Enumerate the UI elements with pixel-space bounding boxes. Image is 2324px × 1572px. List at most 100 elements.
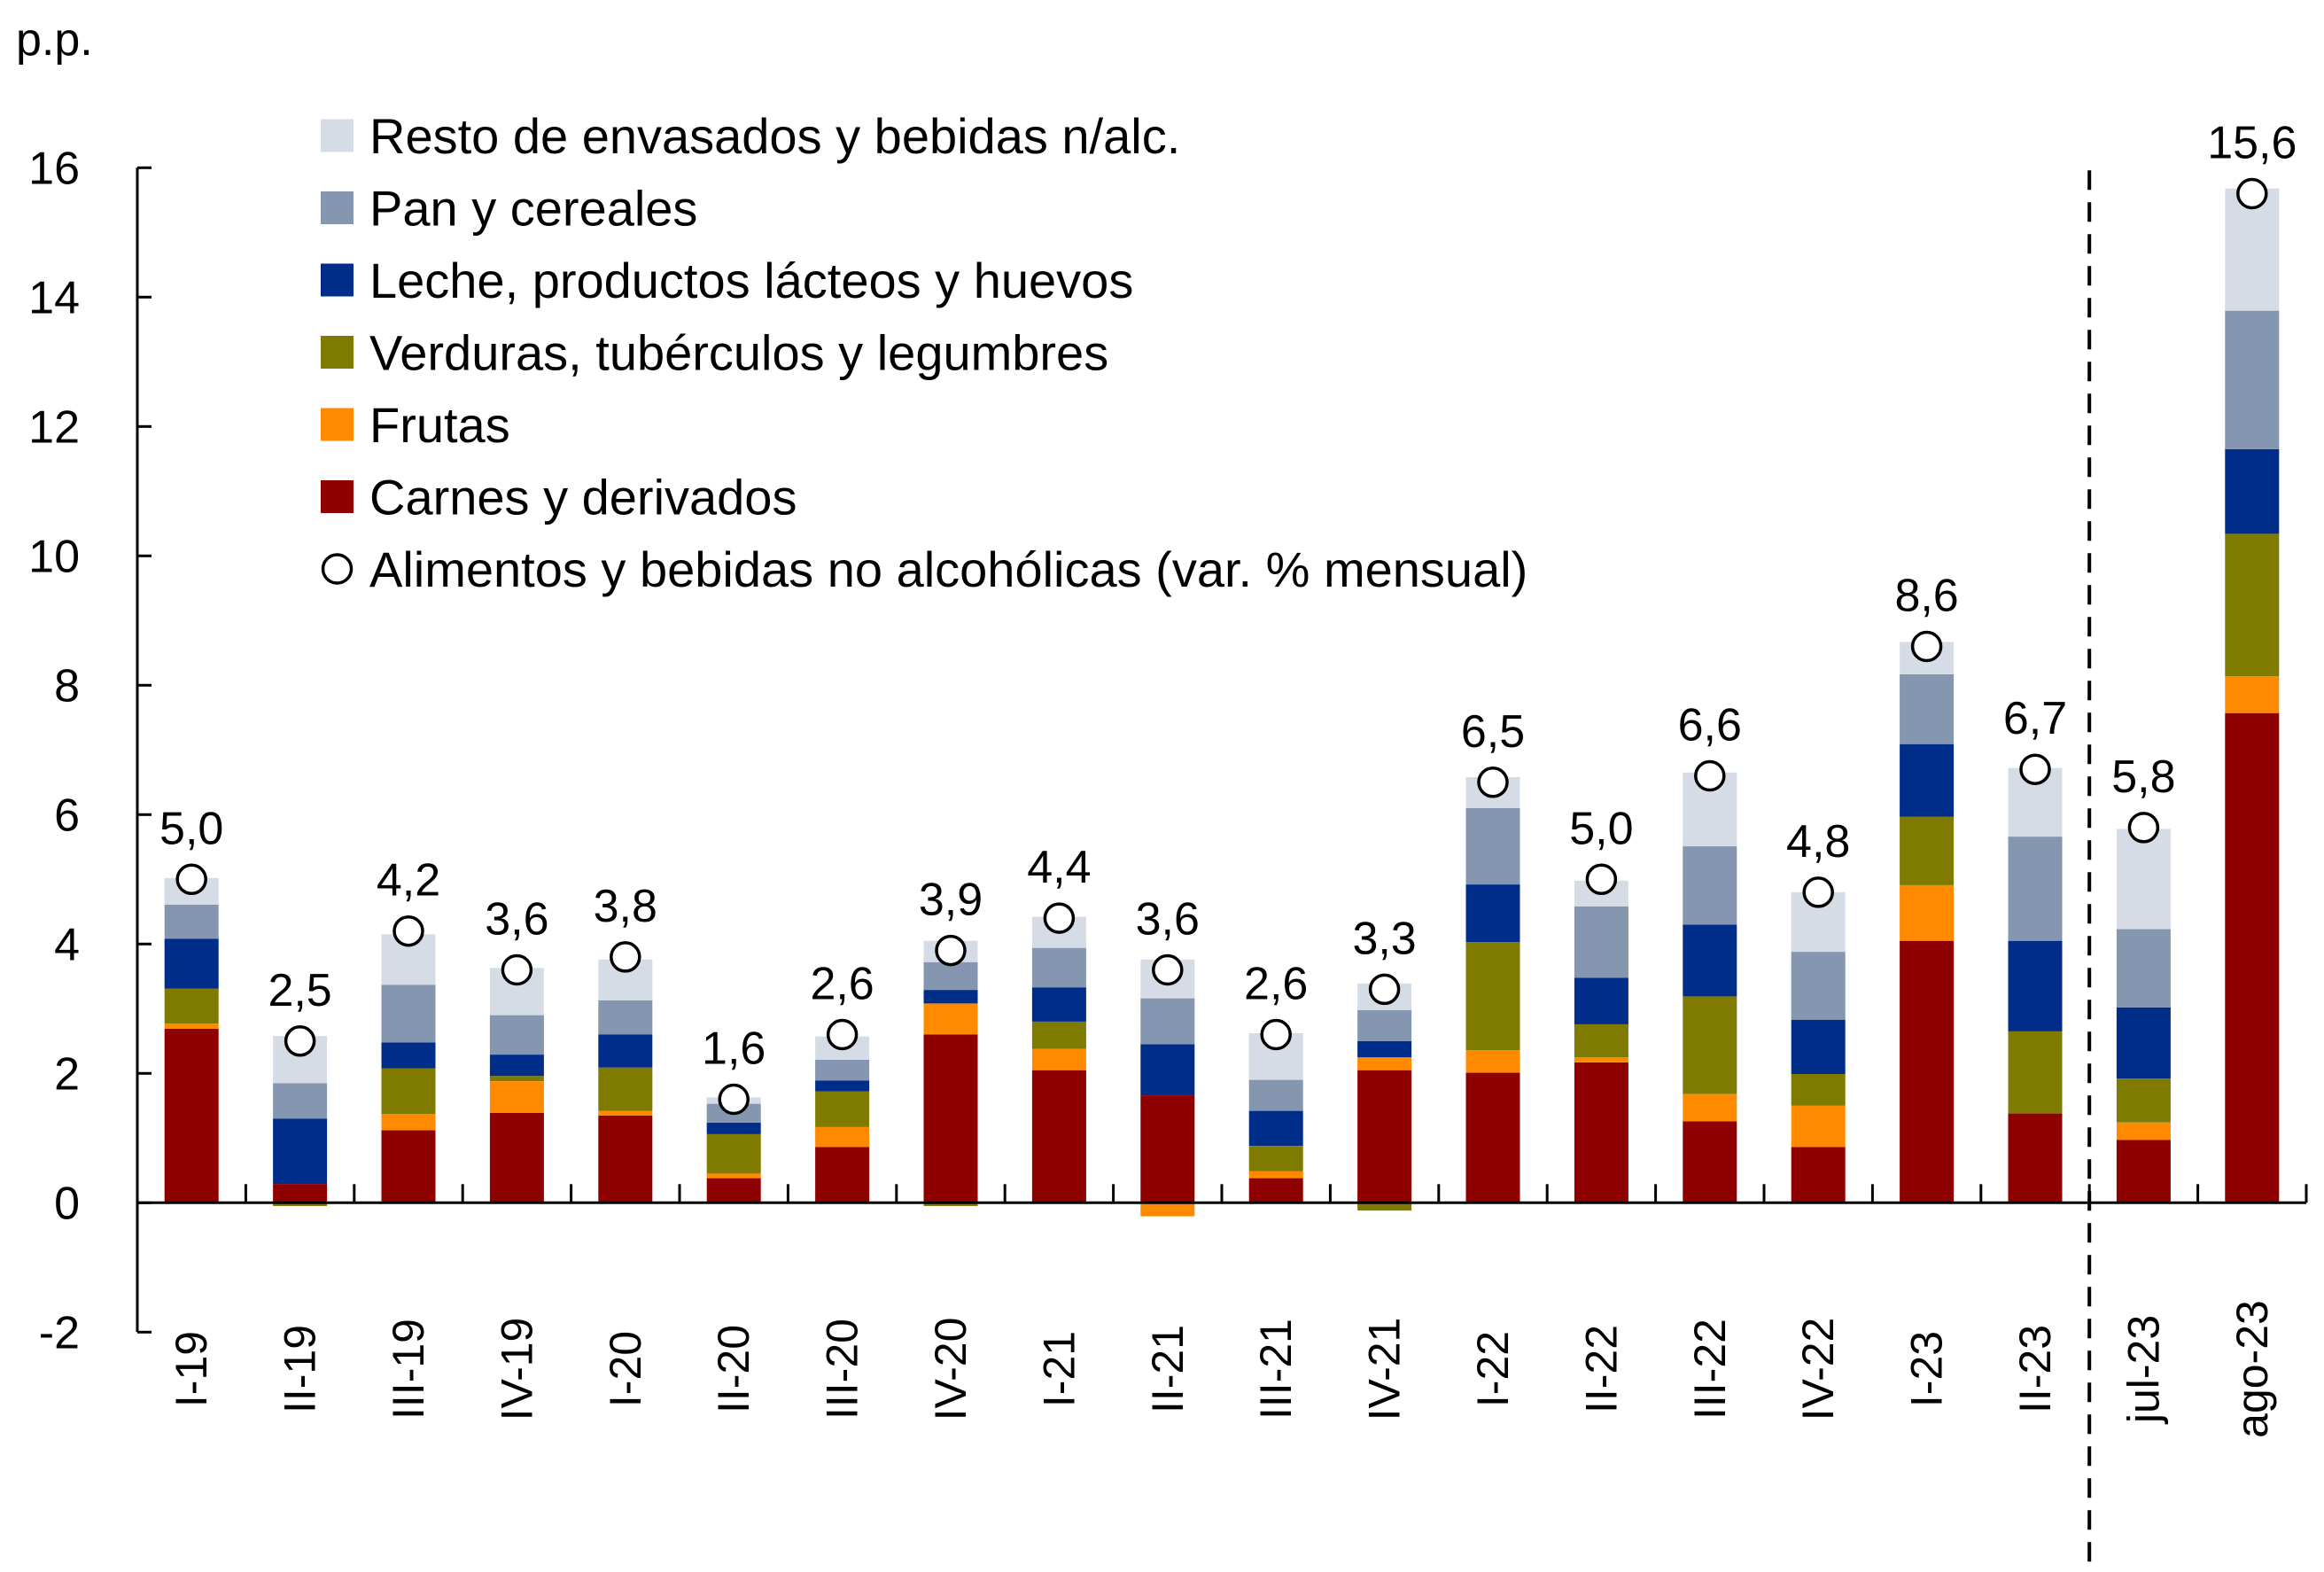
total-value-label: 2,6 bbox=[810, 959, 874, 1010]
x-category-label: I-20 bbox=[601, 1331, 650, 1407]
bar-segment-IV-21-s0 bbox=[1357, 1070, 1412, 1203]
total-marker bbox=[1910, 630, 1943, 663]
total-marker bbox=[1694, 759, 1726, 792]
bar-segment-II-22-s0 bbox=[1574, 1062, 1628, 1203]
x-category-label: I-21 bbox=[1034, 1331, 1084, 1407]
bar-segment-II-23-s4 bbox=[2008, 837, 2063, 941]
bar-segment-III-21-s1 bbox=[1248, 1171, 1303, 1179]
bar-segment-I-23-s4 bbox=[1900, 673, 1955, 744]
x-category-label: III-21 bbox=[1251, 1319, 1301, 1420]
bar-segment-III-21-s0 bbox=[1248, 1178, 1303, 1203]
total-value-label: 2,5 bbox=[268, 965, 331, 1016]
x-category-label: III-20 bbox=[818, 1319, 867, 1420]
bar-segment-I-22-s2 bbox=[1465, 942, 1520, 1050]
legend-swatch bbox=[321, 191, 354, 224]
bar-segment-II-19-s2 bbox=[273, 1202, 328, 1206]
y-tick-label: 16 bbox=[28, 143, 80, 194]
bar-segment-IV-21-s1 bbox=[1357, 1057, 1412, 1070]
y-tick-label: 4 bbox=[54, 919, 80, 970]
x-category-label: IV-22 bbox=[1793, 1318, 1843, 1421]
total-marker bbox=[175, 863, 207, 896]
bar-segment-jul-23-s3 bbox=[2116, 1007, 2171, 1079]
bar-segment-I-21-s0 bbox=[1031, 1070, 1086, 1203]
x-category-label: II-23 bbox=[2010, 1325, 2060, 1413]
y-tick-label: -2 bbox=[39, 1307, 80, 1358]
legend-swatch bbox=[321, 408, 354, 441]
bar-segment-II-20-s1 bbox=[706, 1173, 761, 1179]
total-value-label: 4,2 bbox=[377, 855, 440, 907]
x-category-label: I-23 bbox=[1902, 1331, 1952, 1407]
bar-segment-II-22-s2 bbox=[1574, 1023, 1628, 1057]
y-tick-label: 0 bbox=[54, 1178, 80, 1229]
bar-segment-I-23-s1 bbox=[1900, 884, 1955, 941]
bar-segment-I-20-s3 bbox=[598, 1034, 653, 1068]
legend-label: Verduras, tubérculos y legumbres bbox=[369, 325, 1108, 381]
legend-label: Carnes y derivados bbox=[369, 470, 797, 525]
x-category-label: I-22 bbox=[1468, 1331, 1518, 1407]
bar-segment-II-23-s0 bbox=[2008, 1113, 2063, 1203]
bar-segment-II-20-s2 bbox=[706, 1133, 761, 1174]
total-value-label: 6,6 bbox=[1678, 700, 1742, 751]
total-marker bbox=[393, 914, 424, 947]
total-marker bbox=[1260, 1018, 1292, 1051]
bar-segment-I-20-s2 bbox=[598, 1067, 653, 1111]
total-marker bbox=[1043, 902, 1076, 934]
bar-segment-II-21-s0 bbox=[1140, 1095, 1195, 1203]
total-marker bbox=[718, 1083, 750, 1116]
total-value-label: 3,3 bbox=[1352, 913, 1416, 964]
bar-segment-II-20-s0 bbox=[706, 1178, 761, 1203]
total-value-label: 6,5 bbox=[1461, 706, 1525, 758]
bar-segment-I-19-s1 bbox=[164, 1023, 219, 1029]
bar-segment-II-19-s4 bbox=[273, 1083, 328, 1119]
bar-segment-III-20-s3 bbox=[815, 1080, 870, 1092]
bar-segment-III-22-s3 bbox=[1683, 924, 1737, 997]
bar-segment-I-21-s1 bbox=[1031, 1048, 1086, 1070]
bar-segment-ago-23-s0 bbox=[2225, 712, 2280, 1203]
bar-segment-IV-21-s4 bbox=[1357, 1009, 1412, 1041]
bar-segment-jul-23-s4 bbox=[2116, 929, 2171, 1008]
total-marker bbox=[2236, 177, 2268, 210]
total-value-label: 3,9 bbox=[919, 875, 983, 926]
x-category-label: II-20 bbox=[709, 1325, 758, 1413]
legend-circle-marker bbox=[321, 553, 354, 585]
bar-segment-jul-23-s0 bbox=[2116, 1140, 2171, 1203]
bar-segment-III-21-s4 bbox=[1248, 1079, 1303, 1111]
bar-segment-II-22-s1 bbox=[1574, 1057, 1628, 1062]
x-category-label: III-19 bbox=[384, 1319, 433, 1420]
bar-segment-I-23-s0 bbox=[1900, 940, 1955, 1203]
bar-segment-I-22-s4 bbox=[1465, 808, 1520, 885]
bar-segment-jul-23-s1 bbox=[2116, 1122, 2171, 1140]
total-value-label: 3,8 bbox=[594, 881, 657, 932]
x-category-label: IV-19 bbox=[492, 1318, 541, 1421]
bar-segment-III-20-s2 bbox=[815, 1091, 870, 1127]
legend-swatch bbox=[321, 263, 354, 297]
bar-segment-II-21-s1 bbox=[1140, 1202, 1195, 1217]
total-marker bbox=[2127, 812, 2160, 844]
bar-segment-I-21-s2 bbox=[1031, 1021, 1086, 1049]
total-value-label: 4,4 bbox=[1027, 842, 1091, 893]
bar-segment-II-20-s3 bbox=[706, 1122, 761, 1134]
bar-segment-II-22-s4 bbox=[1574, 907, 1628, 978]
y-tick-label: 6 bbox=[54, 790, 80, 841]
total-value-label: 5,8 bbox=[2111, 751, 2175, 803]
bar-segment-III-19-s0 bbox=[381, 1130, 436, 1203]
bar-segment-IV-22-s4 bbox=[1791, 952, 1846, 1020]
bar-segment-I-19-s3 bbox=[164, 938, 219, 989]
bar-segment-IV-20-s1 bbox=[923, 1003, 978, 1035]
total-value-label: 3,6 bbox=[485, 894, 548, 946]
legend-swatch bbox=[321, 336, 354, 369]
total-marker bbox=[1368, 973, 1401, 1006]
bar-segment-II-23-s3 bbox=[2008, 940, 2063, 1031]
y-axis-unit-label: p.p. bbox=[16, 14, 93, 66]
bar-segment-I-23-s3 bbox=[1900, 743, 1955, 817]
bar-segment-III-19-s2 bbox=[381, 1068, 436, 1115]
legend-swatch bbox=[321, 119, 354, 152]
bar-segment-IV-19-s1 bbox=[489, 1081, 544, 1113]
total-marker bbox=[501, 953, 533, 986]
legend-swatch bbox=[321, 480, 354, 513]
bar-segment-I-23-s2 bbox=[1900, 816, 1955, 885]
bar-segment-II-21-s4 bbox=[1140, 998, 1195, 1045]
x-category-label: II-19 bbox=[276, 1325, 325, 1413]
bar-segment-III-20-s1 bbox=[815, 1126, 870, 1148]
